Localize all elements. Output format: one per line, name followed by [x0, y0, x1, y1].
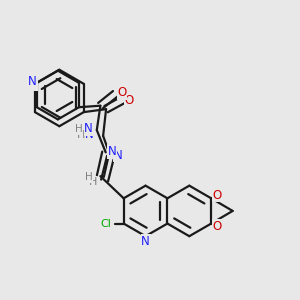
- Text: O: O: [117, 86, 126, 99]
- Text: H: H: [76, 130, 85, 140]
- Text: O: O: [212, 220, 222, 233]
- Text: N: N: [114, 149, 122, 162]
- Text: O: O: [124, 94, 134, 107]
- Text: N: N: [141, 235, 150, 248]
- Text: H: H: [88, 177, 97, 187]
- Text: O: O: [212, 189, 222, 202]
- Text: H: H: [75, 124, 83, 134]
- Text: N: N: [29, 77, 38, 90]
- Text: N: N: [108, 145, 117, 158]
- Text: N: N: [85, 128, 94, 141]
- Text: N: N: [28, 75, 37, 88]
- Text: H: H: [85, 172, 93, 182]
- Text: N: N: [84, 122, 93, 135]
- Text: Cl: Cl: [100, 219, 111, 229]
